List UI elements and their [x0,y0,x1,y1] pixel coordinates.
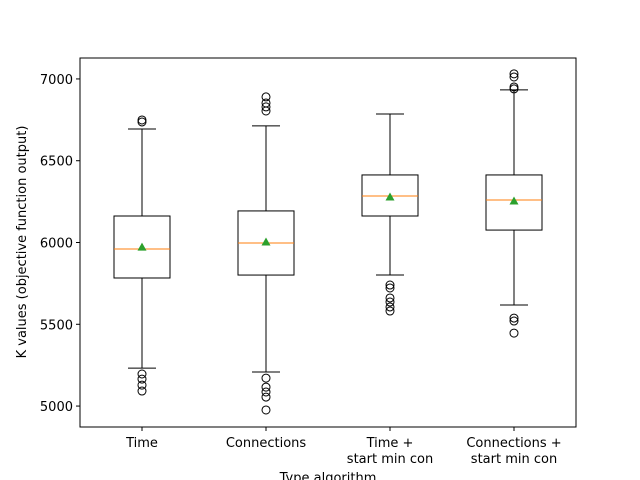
mean-marker [137,242,147,251]
plot-frame [79,57,577,428]
flier [385,280,395,290]
y-tick-label: 7000 [40,73,73,88]
x-tick-label: Time [125,436,158,451]
y-tick-label: 6000 [40,237,73,252]
flier [509,316,519,326]
flier [385,283,395,293]
flier [137,380,147,390]
flier [261,405,271,415]
flier [509,69,519,79]
x-axis-label: Type algorithm [279,471,377,480]
flier [509,313,519,323]
y-axis-label: K values (objective function output) [15,126,30,359]
flier [261,106,271,116]
flier [261,92,271,102]
flier [137,386,147,396]
flier [137,117,147,127]
mean-marker [385,192,395,201]
flier [385,306,395,316]
flier [137,115,147,125]
flier [261,102,271,112]
x-tick-label: Connections + start min con [466,436,561,467]
flier [509,72,519,82]
flier [137,369,147,379]
flier [261,382,271,392]
box [485,174,543,231]
y-tick-label: 6500 [40,155,73,170]
flier [385,302,395,312]
flier [261,392,271,402]
flier [385,293,395,303]
flier [261,373,271,383]
flier [509,84,519,94]
flier [137,374,147,384]
x-tick-label: Time + start min con [347,436,433,467]
flier [509,328,519,338]
flier [385,297,395,307]
y-tick-label: 5500 [40,318,73,333]
flier [261,387,271,397]
box [361,174,419,217]
mean-marker [509,196,519,205]
y-tick-label: 5000 [40,400,73,415]
mean-marker [261,237,271,246]
box [113,215,171,279]
x-tick-label: Connections [226,436,307,451]
